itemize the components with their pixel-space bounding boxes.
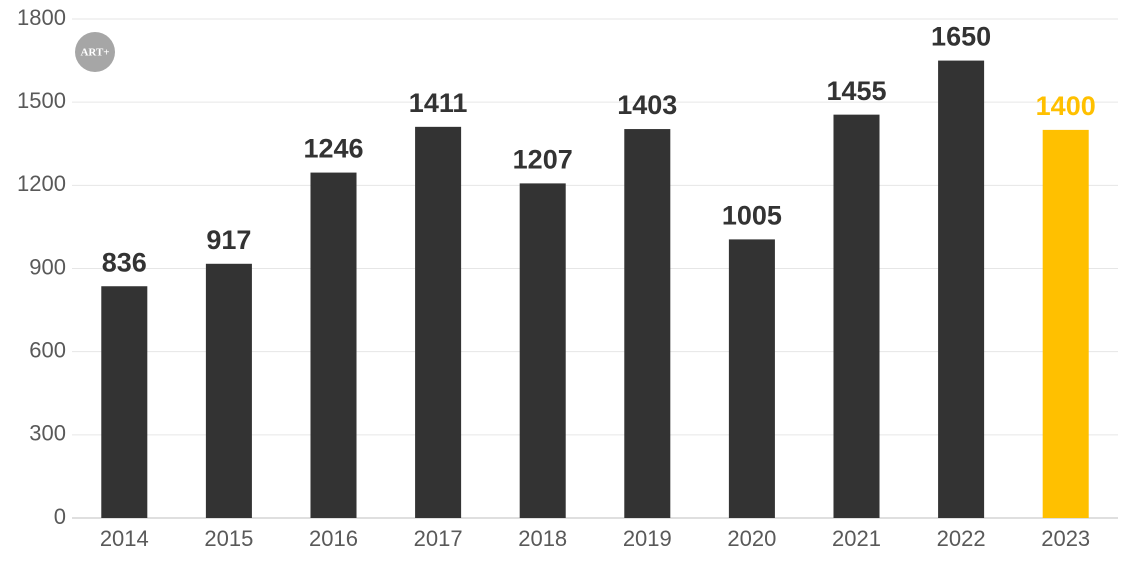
x-tick-label: 2023 (1041, 526, 1090, 551)
y-tick-label: 600 (29, 337, 66, 362)
bar (1042, 129, 1089, 518)
bar (833, 114, 880, 519)
y-tick-label: 0 (54, 504, 66, 529)
x-tick-label: 2014 (100, 526, 149, 551)
bar (938, 60, 985, 518)
value-label: 1207 (513, 145, 573, 175)
value-label: 1005 (722, 201, 782, 231)
x-tick-label: 2018 (518, 526, 567, 551)
bar (205, 263, 252, 518)
value-label: 1403 (617, 90, 677, 120)
x-tick-label: 2022 (937, 526, 986, 551)
y-tick-label: 1800 (17, 5, 66, 30)
bar (624, 129, 671, 518)
bar (519, 183, 566, 519)
y-tick-label: 1500 (17, 88, 66, 113)
y-tick-label: 1200 (17, 171, 66, 196)
y-tick-label: 900 (29, 254, 66, 279)
x-tick-label: 2015 (204, 526, 253, 551)
x-tick-label: 2016 (309, 526, 358, 551)
bar (415, 126, 462, 518)
y-tick-label: 300 (29, 421, 66, 446)
value-label: 1455 (826, 76, 886, 106)
value-label: 1650 (931, 22, 991, 52)
value-label: 836 (102, 247, 147, 277)
x-tick-label: 2019 (623, 526, 672, 551)
bar (728, 239, 775, 518)
value-label: 1411 (409, 88, 468, 118)
logo-text: ART+ (80, 47, 109, 59)
logo-badge (75, 32, 115, 72)
bar (101, 286, 148, 518)
value-label: 917 (206, 225, 251, 255)
value-label: 1400 (1036, 91, 1096, 121)
bar (310, 172, 357, 518)
x-tick-label: 2017 (414, 526, 463, 551)
x-tick-label: 2021 (832, 526, 881, 551)
x-tick-label: 2020 (727, 526, 776, 551)
value-label: 1246 (303, 134, 363, 164)
